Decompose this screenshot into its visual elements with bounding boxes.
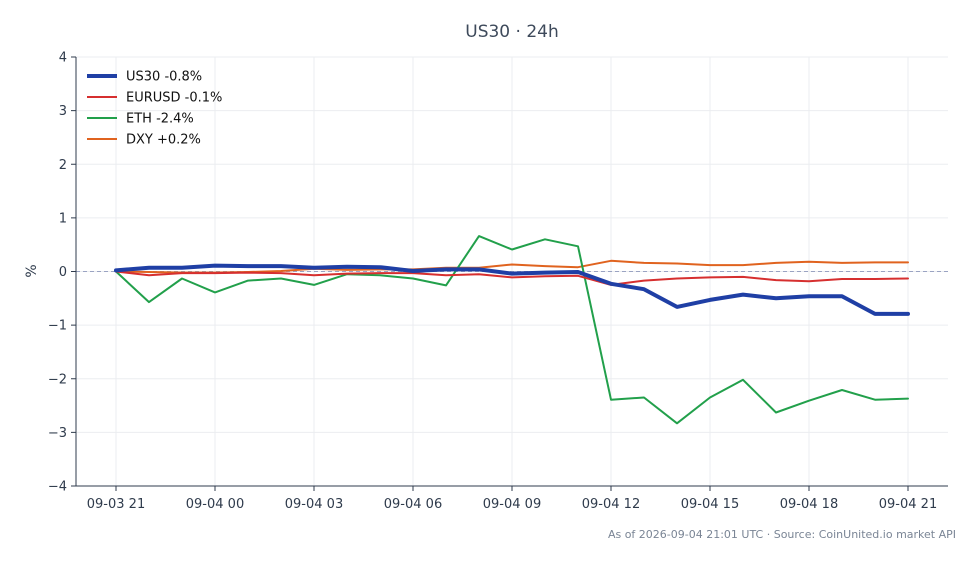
legend: US30 -0.8% EURUSD -0.1% ETH -2.4% DXY +0.2% (87, 70, 222, 148)
legend-label-2: ETH -2.4% (126, 112, 194, 127)
x-tick-label: 09-04 15 (681, 497, 739, 512)
x-tick-label: 09-04 12 (582, 497, 640, 512)
y-tick-label: 0 (59, 265, 67, 280)
x-tick-label: 09-04 06 (384, 497, 442, 512)
legend-label-0: US30 -0.8% (126, 70, 202, 85)
x-ticks: 09-03 21 09-04 00 09-04 03 09-04 06 09-04 09… (87, 486, 937, 512)
x-tick-label: 09-04 03 (285, 497, 343, 512)
series-line-0 (114, 263, 910, 316)
legend-label-3: DXY +0.2% (126, 133, 201, 148)
series-line-2 (115, 235, 909, 425)
y-tick-label: 4 (59, 51, 67, 66)
y-tick-label: 2 (59, 158, 67, 173)
x-tick-label: 09-04 09 (483, 497, 541, 512)
y-tick-label: −4 (48, 480, 67, 495)
footer-source: As of 2026-09-04 21:01 UTC · Source: Coi… (608, 528, 956, 541)
y-tick-label: 3 (59, 104, 67, 119)
legend-label-1: EURUSD -0.1% (126, 91, 222, 106)
x-tick-label: 09-03 21 (87, 497, 145, 512)
series-line-1 (115, 270, 909, 286)
chart-title: US30 · 24h (465, 22, 558, 42)
y-ticks: −4 −3 −2 −1 0 1 2 3 4 (48, 51, 76, 495)
y-tick-label: −3 (48, 426, 67, 441)
y-axis-label: % (24, 264, 40, 277)
y-tick-label: 1 (59, 211, 67, 226)
series-lines (114, 235, 910, 425)
y-tick-label: −1 (48, 319, 67, 334)
x-tick-label: 09-04 00 (186, 497, 244, 512)
y-tick-label: −2 (48, 372, 67, 387)
x-tick-label: 09-04 18 (780, 497, 838, 512)
x-tick-label: 09-04 21 (879, 497, 937, 512)
